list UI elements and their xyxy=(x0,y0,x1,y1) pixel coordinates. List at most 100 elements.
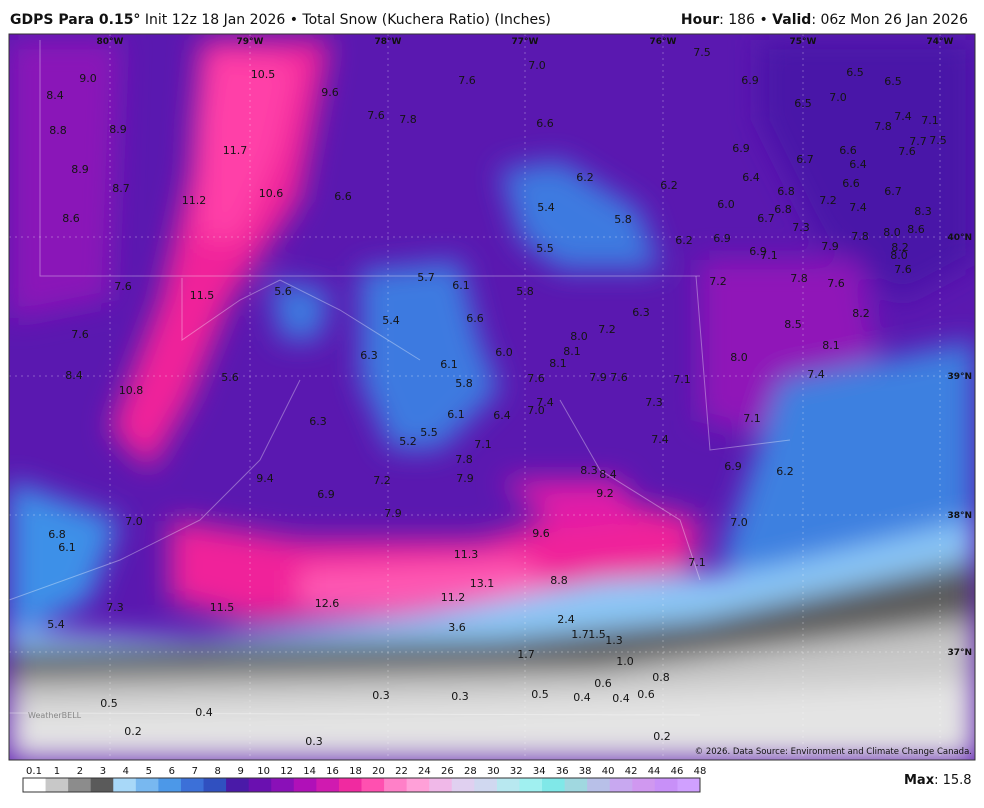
legend-label: 16 xyxy=(326,766,339,777)
snow-total-label: 7.2 xyxy=(598,323,616,336)
snow-total-label: 7.2 xyxy=(709,275,727,288)
snow-total-label: 6.6 xyxy=(334,190,352,203)
legend-swatch xyxy=(429,778,453,792)
description: Init 12z 18 Jan 2026 • Total Snow (Kuche… xyxy=(144,12,551,28)
snow-total-label: 0.3 xyxy=(305,735,323,748)
snow-total-label: 10.8 xyxy=(119,384,144,397)
legend-label: 10 xyxy=(257,766,270,777)
snow-total-label: 8.0 xyxy=(570,330,588,343)
snow-total-label: 8.8 xyxy=(49,124,67,137)
legend-label: 5 xyxy=(146,766,152,777)
legend-swatch xyxy=(68,778,92,792)
snow-total-label: 6.0 xyxy=(717,198,735,211)
snow-total-label: 0.4 xyxy=(573,691,591,704)
snow-total-label: 6.9 xyxy=(724,460,742,473)
snow-total-label: 6.1 xyxy=(58,541,76,554)
snow-total-label: 5.7 xyxy=(417,271,435,284)
header-right: Hour: 186 • Valid: 06z Mon 26 Jan 2026 xyxy=(681,12,968,28)
snow-total-label: 6.7 xyxy=(884,185,902,198)
snow-total-label: 7.8 xyxy=(874,120,892,133)
snow-total-label: 6.1 xyxy=(447,408,465,421)
snow-total-label: 7.1 xyxy=(688,556,706,569)
legend-swatch xyxy=(23,778,47,792)
snow-total-label: 7.1 xyxy=(673,373,691,386)
snow-total-label: 6.3 xyxy=(632,306,650,319)
snow-total-label: 6.2 xyxy=(675,234,693,247)
legend-swatch xyxy=(361,778,385,792)
legend-swatch xyxy=(564,778,588,792)
snow-total-label: 11.5 xyxy=(210,601,235,614)
snow-total-label: 7.8 xyxy=(455,453,473,466)
legend-label: 44 xyxy=(648,766,661,777)
snow-total-label: 0.2 xyxy=(124,725,142,738)
snow-total-label: 8.4 xyxy=(65,369,83,382)
snow-total-label: 7.6 xyxy=(894,263,912,276)
snow-total-label: 7.1 xyxy=(921,114,939,127)
snow-total-label: 7.2 xyxy=(819,194,837,207)
legend-label: 9 xyxy=(238,766,244,777)
snow-total-label: 0.8 xyxy=(652,671,670,684)
snow-total-label: 6.6 xyxy=(839,144,857,157)
snow-total-label: 2.4 xyxy=(557,613,575,626)
snow-total-label: 6.9 xyxy=(741,74,759,87)
snow-total-label: 5.6 xyxy=(221,371,239,384)
snow-total-label: 5.6 xyxy=(274,285,292,298)
snow-total-label: 5.4 xyxy=(47,618,65,631)
legend-label: 24 xyxy=(418,766,431,777)
snow-total-label: 7.6 xyxy=(458,74,476,87)
legend-swatch xyxy=(519,778,543,792)
hour-label: Hour xyxy=(680,12,720,28)
snow-total-label: 7.6 xyxy=(114,280,132,293)
max-label: Max xyxy=(904,773,935,788)
snow-total-label: 6.7 xyxy=(796,153,814,166)
snow-total-label: 6.8 xyxy=(777,185,795,198)
legend-swatch xyxy=(384,778,408,792)
legend-swatch xyxy=(654,778,678,792)
snow-total-label: 6.2 xyxy=(776,465,794,478)
legend-swatch xyxy=(338,778,362,792)
snow-total-label: 5.8 xyxy=(614,213,632,226)
legend-label: 36 xyxy=(556,766,569,777)
snow-total-label: 7.5 xyxy=(929,134,947,147)
snow-total-label: 0.2 xyxy=(653,730,671,743)
snow-total-label: 7.1 xyxy=(760,249,778,262)
legend-label: 18 xyxy=(349,766,362,777)
snow-field xyxy=(9,34,975,760)
legend-label: 32 xyxy=(510,766,523,777)
snow-total-label: 6.3 xyxy=(309,415,327,428)
map-frame xyxy=(8,33,976,761)
legend-label: 42 xyxy=(625,766,638,777)
snow-total-label: 7.6 xyxy=(367,109,385,122)
snow-total-label: 5.5 xyxy=(420,426,438,439)
snow-total-label: 7.9 xyxy=(821,240,839,253)
max: Max: 15.8 xyxy=(904,773,972,788)
legend-swatch xyxy=(203,778,227,792)
snow-total-label: 7.4 xyxy=(651,433,669,446)
legend-swatch xyxy=(293,778,317,792)
snow-total-label: 6.1 xyxy=(452,279,470,292)
legend-swatch xyxy=(180,778,205,792)
legend-label: 46 xyxy=(671,766,684,777)
snow-total-label: 8.6 xyxy=(62,212,80,225)
snow-total-label: 0.5 xyxy=(100,697,118,710)
snow-total-label: 0.6 xyxy=(594,677,612,690)
snow-total-label: 7.9 xyxy=(589,371,607,384)
legend-label: 20 xyxy=(372,766,385,777)
snow-total-label: 6.6 xyxy=(536,117,554,130)
hour-value: : 186 • xyxy=(719,12,768,28)
snow-total-label: 7.3 xyxy=(106,601,124,614)
snow-total-label: 7.3 xyxy=(792,221,810,234)
snow-total-label: 6.8 xyxy=(48,528,66,541)
legend-swatch xyxy=(113,778,137,792)
legend-label: 26 xyxy=(441,766,454,777)
snow-total-label: 10.6 xyxy=(259,187,284,200)
snow-total-label: 5.5 xyxy=(536,242,554,255)
snow-total-label: 6.8 xyxy=(774,203,792,216)
longitude-label: 77°W xyxy=(512,37,539,47)
snow-total-label: 6.5 xyxy=(794,97,812,110)
snow-total-label: 6.5 xyxy=(884,75,902,88)
snow-total-label: 9.0 xyxy=(79,72,97,85)
snow-total-label: 8.7 xyxy=(112,182,130,195)
snow-total-label: 9.4 xyxy=(256,472,274,485)
